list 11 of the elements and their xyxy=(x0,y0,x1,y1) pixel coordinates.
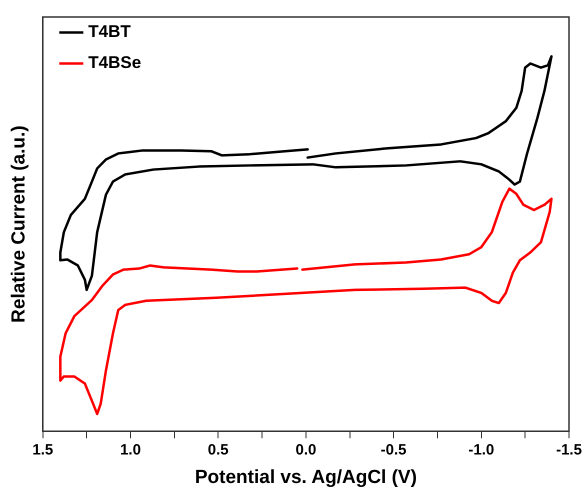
x-tick-label: 0.5 xyxy=(208,441,229,458)
x-axis-title: Potential vs. Ag/AgCl (V) xyxy=(194,466,417,488)
x-tick-label: -0.5 xyxy=(380,441,407,458)
x-tick-label: 1.5 xyxy=(32,441,54,458)
x-tick-label: -1.0 xyxy=(468,441,494,458)
y-axis-title: Relative Current (a.u.) xyxy=(8,125,30,323)
x-tick-label: 0.0 xyxy=(295,441,316,458)
legend-label: T4BSe xyxy=(88,53,142,72)
legend-label: T4BT xyxy=(88,22,132,42)
x-tick-label: -1.5 xyxy=(556,441,582,458)
x-tick-label: 1.0 xyxy=(120,441,141,458)
